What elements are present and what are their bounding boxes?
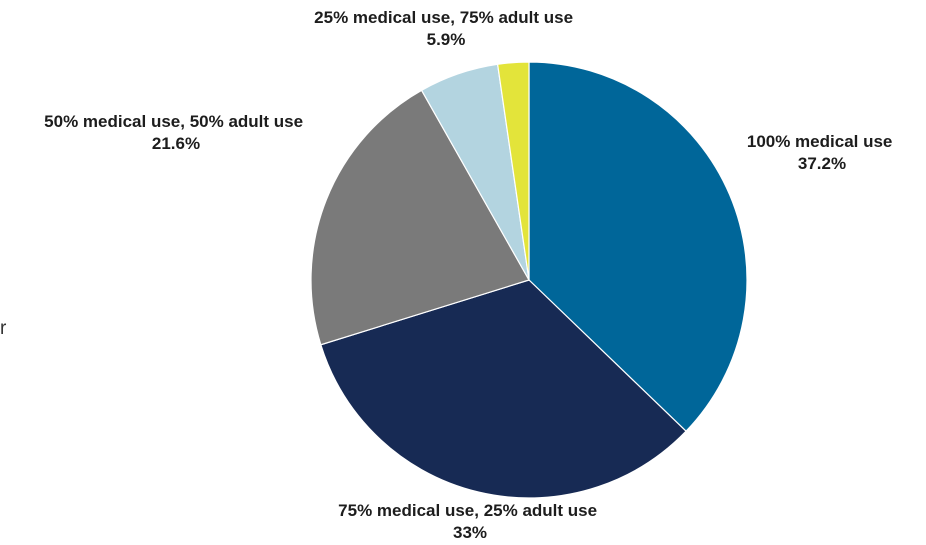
slice-label-25-medical: 25% medical use, 75% adult use 5.9% bbox=[314, 8, 578, 49]
slice-label-50-medical-value: 21.6% bbox=[152, 134, 200, 153]
slice-label-25-medical-value: 5.9% bbox=[427, 30, 466, 49]
pie-slice-4 bbox=[497, 61, 530, 281]
pie-slice-2 bbox=[310, 89, 530, 346]
slice-label-100-medical: 100% medical use 37.2% bbox=[747, 132, 897, 173]
slice-labels: 100% medical use 37.2% 75% medical use, … bbox=[44, 8, 897, 542]
pie-slices bbox=[310, 61, 748, 499]
slice-label-25-medical-name: 25% medical use, 75% adult use bbox=[314, 8, 573, 27]
slice-label-75-medical: 75% medical use, 25% adult use 33% bbox=[338, 501, 602, 542]
slice-label-50-medical-name: 50% medical use, 50% adult use bbox=[44, 112, 303, 131]
slice-label-100-medical-name: 100% medical use bbox=[747, 132, 893, 151]
slice-label-100-medical-value: 37.2% bbox=[798, 154, 846, 173]
stray-text-fragment: r bbox=[0, 318, 7, 339]
slice-label-50-medical: 50% medical use, 50% adult use 21.6% bbox=[44, 112, 308, 153]
pie-slice-0 bbox=[528, 61, 748, 432]
slice-label-75-medical-value: 33% bbox=[453, 523, 487, 542]
pie-slice-1 bbox=[320, 279, 687, 499]
slice-label-75-medical-name: 75% medical use, 25% adult use bbox=[338, 501, 597, 520]
